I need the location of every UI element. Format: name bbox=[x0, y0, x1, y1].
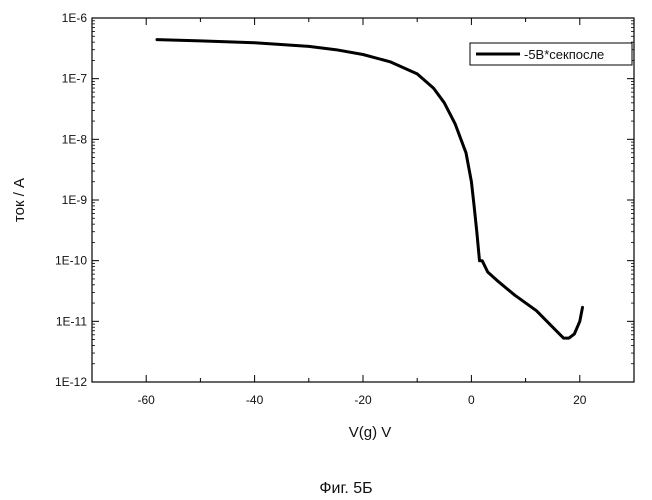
y-tick-label: 1E-7 bbox=[62, 72, 88, 86]
y-tick-label: 1E-10 bbox=[55, 254, 87, 268]
legend: -5В*секпосле bbox=[470, 43, 632, 65]
legend-label: -5В*секпосле bbox=[524, 47, 604, 62]
x-tick-label: -20 bbox=[354, 393, 372, 407]
series-layer bbox=[157, 40, 583, 339]
y-tick-label: 1E-9 bbox=[62, 193, 88, 207]
x-axis-title: V(g) V bbox=[349, 424, 392, 441]
axis-ticks: -60 -40 -20 0 20 1E-6 1E-7 1E-8 1E-9 1E-10 1E-11 1E… bbox=[55, 11, 634, 407]
y-tick-label: 1E-8 bbox=[62, 132, 88, 146]
series-line bbox=[157, 40, 583, 339]
y-tick-label: 1E-11 bbox=[56, 314, 87, 328]
x-tick-label: -60 bbox=[138, 393, 156, 407]
x-tick-label: -40 bbox=[246, 393, 264, 407]
y-tick-label: 1E-12 bbox=[55, 375, 87, 389]
x-tick-label: 0 bbox=[468, 393, 475, 407]
x-tick-label: 20 bbox=[573, 393, 587, 407]
y-axis-title: ток / A bbox=[11, 178, 28, 222]
figure-caption: Фиг. 5Б bbox=[319, 480, 372, 497]
y-tick-label: 1E-6 bbox=[62, 11, 88, 25]
